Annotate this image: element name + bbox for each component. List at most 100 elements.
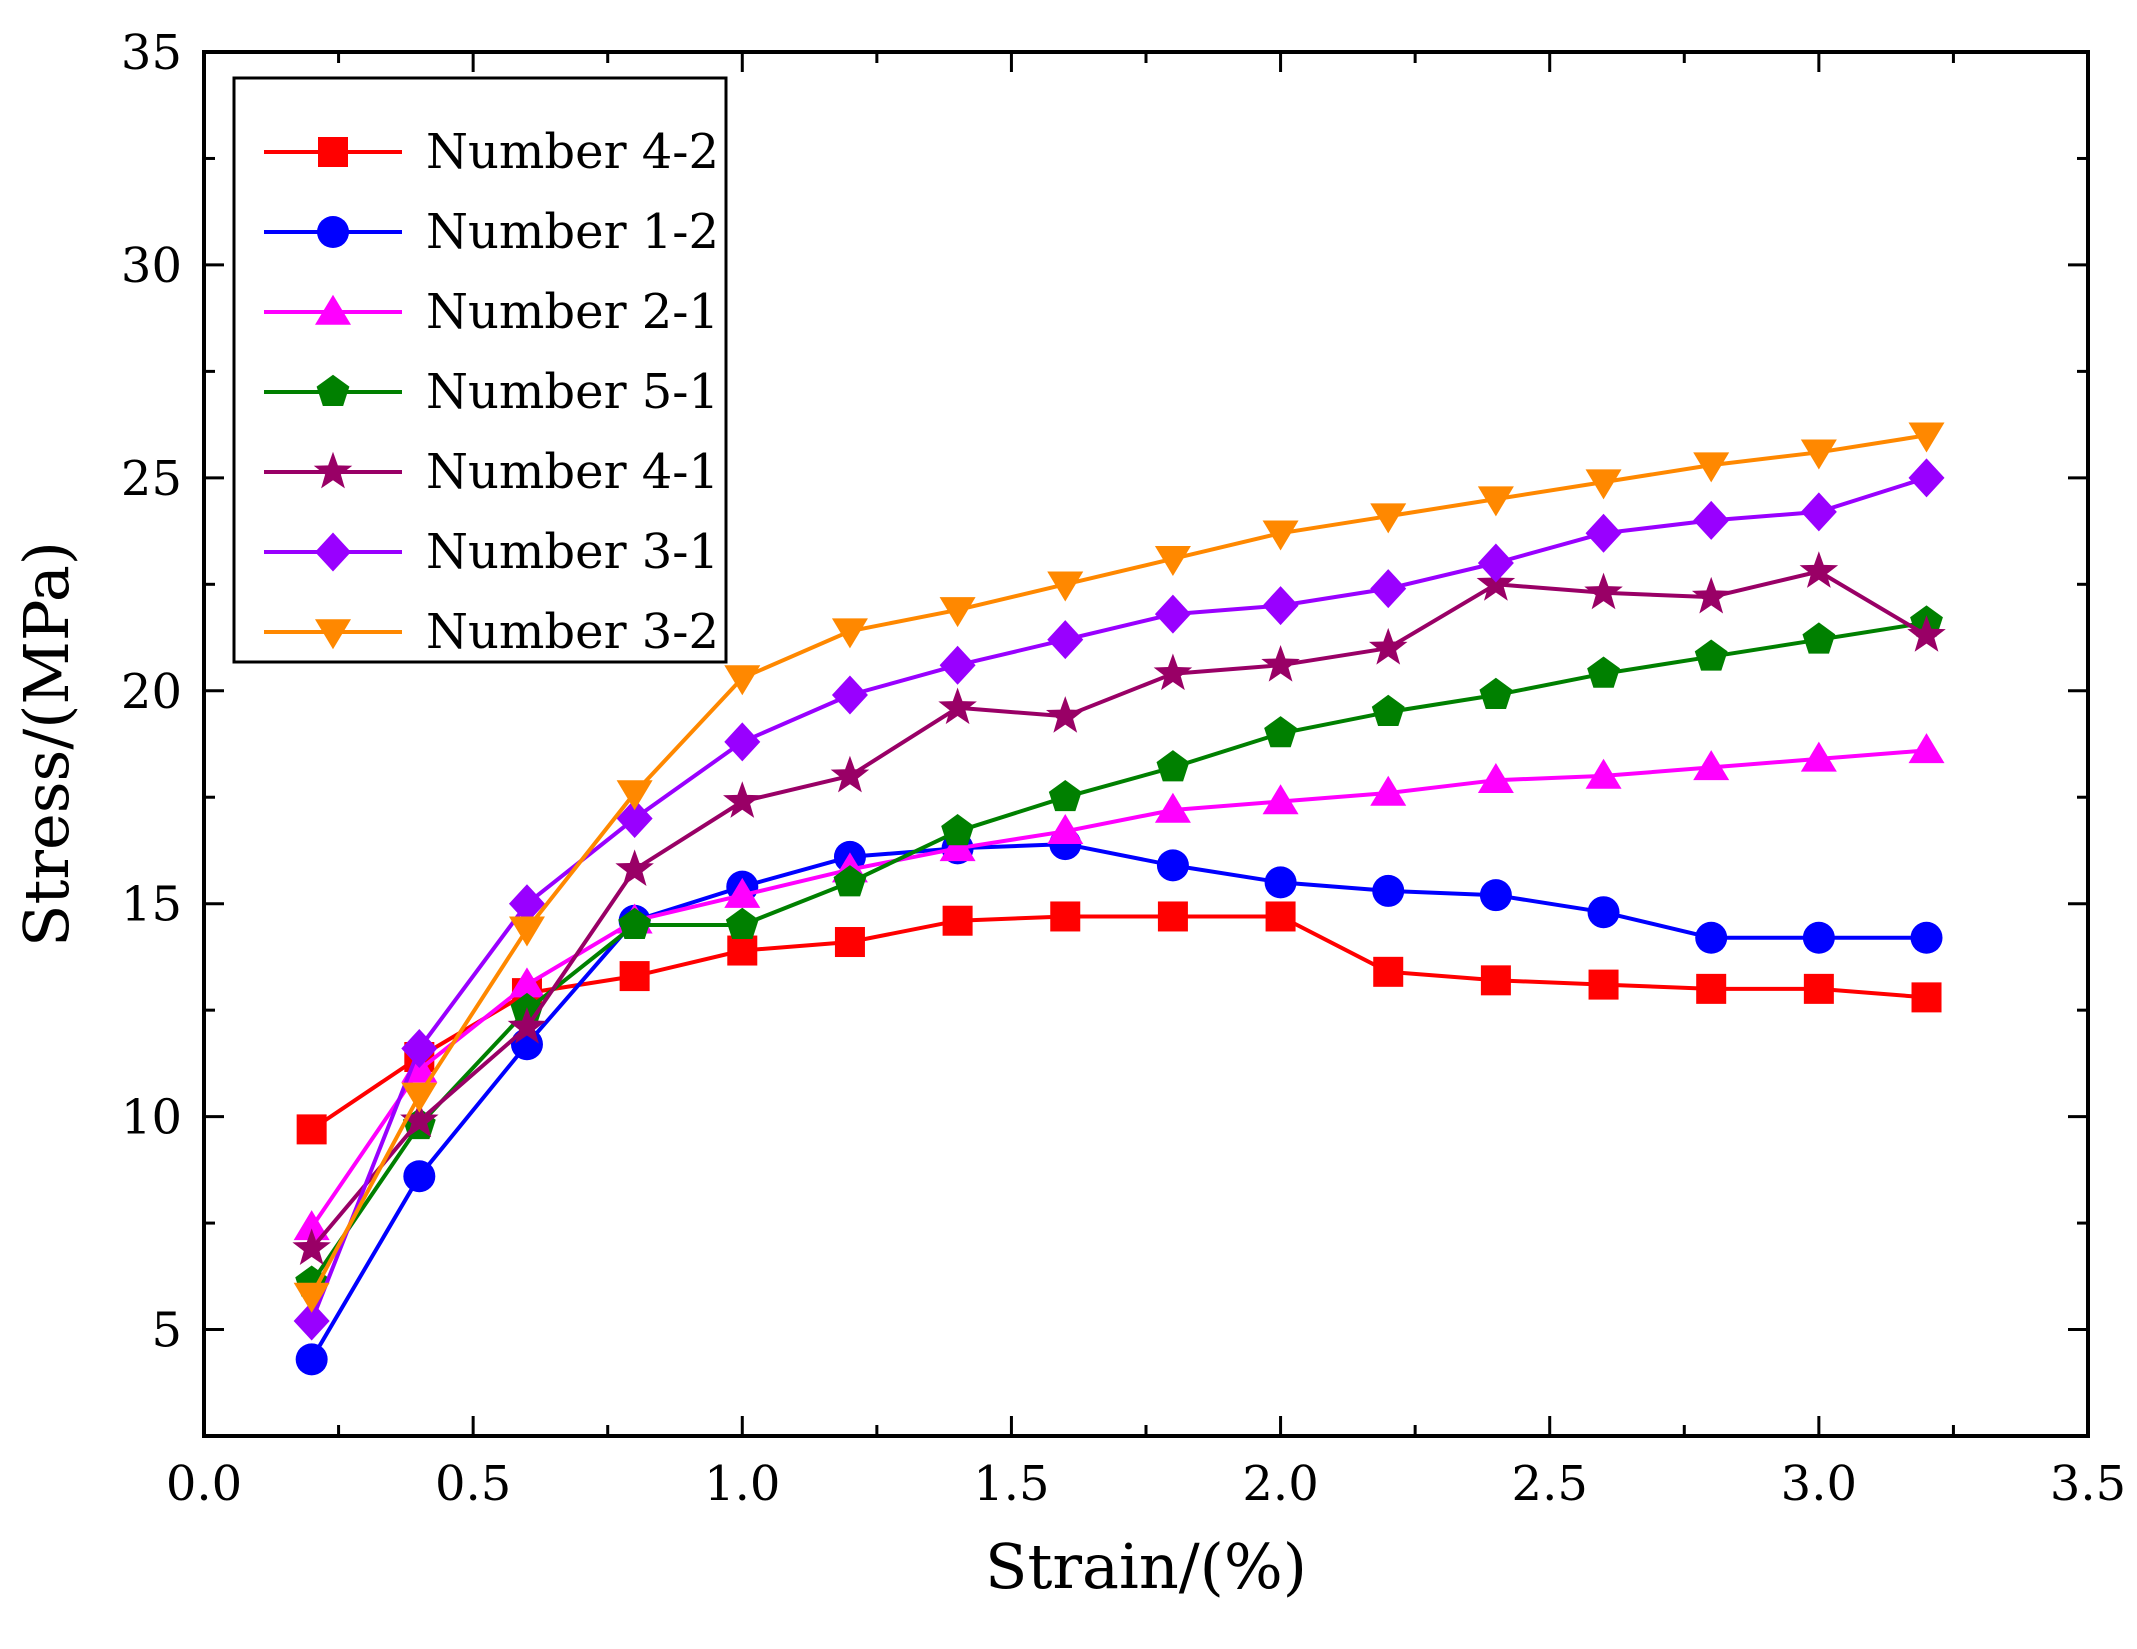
x-tick-label: 3.0 — [1781, 1456, 1857, 1512]
data-point-number-1-2 — [1156, 849, 1189, 882]
data-point-number-4-2 — [1588, 969, 1619, 1000]
data-point-number-3-2 — [1800, 439, 1837, 470]
legend-label: Number 5-1 — [426, 364, 719, 420]
data-point-number-5-1 — [1156, 750, 1190, 782]
data-point-number-4-2 — [1803, 973, 1834, 1004]
legend-label: Number 3-1 — [426, 524, 719, 580]
y-tick-label: 10 — [121, 1090, 182, 1146]
y-tick-label: 5 — [151, 1303, 182, 1359]
data-point-number-3-2 — [831, 618, 868, 649]
data-point-number-4-2 — [1157, 901, 1188, 932]
data-point-number-5-1 — [1694, 639, 1728, 671]
data-point-number-1-2 — [1695, 921, 1728, 954]
data-point-number-2-1 — [1693, 750, 1730, 781]
legend-box — [232, 76, 728, 664]
series-line-number-3-2 — [309, 433, 1927, 1297]
legend-item-number-4-2: Number 4-2 — [264, 124, 719, 180]
x-tick-label: 1.5 — [973, 1456, 1049, 1512]
legend-marker — [315, 532, 351, 572]
data-point-number-3-2 — [939, 597, 976, 628]
data-point-number-1-2 — [1264, 866, 1297, 899]
data-point-number-3-2 — [1154, 546, 1191, 577]
x-tick-label: 2.5 — [1512, 1456, 1588, 1512]
data-point-number-4-2 — [1050, 901, 1081, 932]
legend-item-number-4-1: Number 4-1 — [264, 444, 719, 500]
data-point-number-1-2 — [1910, 921, 1943, 954]
data-point-number-5-1 — [1587, 656, 1620, 688]
data-point-number-4-1 — [1261, 644, 1300, 682]
data-point-number-4-1 — [1907, 615, 1946, 652]
data-point-number-4-2 — [296, 1114, 327, 1145]
data-point-number-4-1 — [615, 849, 654, 887]
data-point-number-4-2 — [1373, 956, 1404, 987]
data-point-number-2-1 — [1585, 758, 1622, 789]
data-point-number-3-2 — [293, 1282, 330, 1313]
data-point-number-3-1 — [1154, 594, 1191, 634]
x-tick-label: 0.5 — [435, 1456, 511, 1512]
data-point-number-3-1 — [1262, 586, 1299, 626]
y-tick-label: 30 — [121, 238, 182, 294]
x-axis-title: Strain/(%) — [985, 1530, 1307, 1603]
data-point-number-3-2 — [1908, 422, 1945, 453]
data-point-number-4-2 — [619, 961, 650, 992]
data-point-number-4-1 — [723, 781, 762, 818]
data-point-number-3-1 — [616, 799, 653, 839]
data-point-number-3-1 — [724, 722, 761, 762]
legend: Number 4-2 Number 1-2 Number 2-1 Number 5-1… — [232, 76, 728, 664]
data-point-number-4-1 — [1368, 627, 1408, 665]
data-point-number-2-1 — [1370, 775, 1407, 806]
data-point-number-4-1 — [1045, 696, 1085, 733]
data-point-number-4-1 — [1153, 653, 1193, 691]
data-point-number-4-2 — [1480, 965, 1511, 996]
series-line-number-4-1 — [310, 569, 1928, 1250]
data-point-number-2-1 — [1477, 762, 1514, 793]
series-line-number-2-1 — [310, 748, 1927, 1229]
data-point-number-2-1 — [1154, 792, 1191, 823]
data-point-number-3-1 — [401, 1028, 438, 1068]
data-point-number-5-1 — [725, 907, 759, 939]
y-tick-label: 25 — [121, 451, 182, 507]
data-point-number-4-2 — [1696, 973, 1727, 1004]
data-point-number-4-2 — [834, 927, 865, 958]
data-point-number-4-2 — [1911, 982, 1942, 1013]
data-point-number-1-2 — [1479, 879, 1512, 912]
series-line-number-5-1 — [310, 620, 1927, 1284]
series-number-4-1 — [292, 551, 1946, 1266]
data-point-number-3-2 — [1477, 486, 1514, 517]
data-point-number-2-1 — [1800, 741, 1837, 772]
data-point-number-2-1 — [508, 967, 545, 998]
data-point-number-5-1 — [618, 907, 652, 939]
legend-item-number-1-2: Number 1-2 — [264, 204, 719, 260]
data-point-number-4-1 — [938, 687, 977, 725]
y-tick-label: 20 — [121, 664, 182, 720]
data-point-number-1-2 — [295, 1343, 328, 1376]
data-point-number-3-1 — [508, 884, 545, 924]
data-point-number-3-2 — [616, 780, 653, 811]
data-point-number-4-1 — [1584, 572, 1623, 610]
x-tick-label: 2.0 — [1242, 1456, 1318, 1512]
data-point-number-4-2 — [727, 935, 758, 966]
data-point-number-2-1 — [1047, 814, 1084, 845]
data-point-number-2-1 — [939, 831, 976, 862]
data-point-number-3-1 — [1047, 620, 1084, 660]
y-axis-title: Stress/(MPa) — [10, 541, 83, 947]
data-point-number-2-1 — [293, 1210, 330, 1241]
legend-label: Number 1-2 — [426, 204, 719, 260]
data-point-number-1-2 — [1372, 874, 1405, 907]
y-tick-label: 15 — [121, 877, 182, 933]
data-point-number-4-1 — [292, 1228, 331, 1266]
legend-marker — [317, 216, 349, 248]
legend-item-number-3-2: Number 3-2 — [264, 604, 719, 660]
data-point-number-3-1 — [1800, 492, 1837, 532]
data-point-number-4-2 — [1265, 901, 1296, 932]
data-point-number-3-2 — [1262, 520, 1299, 551]
data-point-number-1-2 — [1587, 896, 1620, 929]
data-point-number-3-2 — [724, 665, 761, 696]
x-tick-label: 0.0 — [166, 1456, 242, 1512]
x-tick-label: 1.0 — [704, 1456, 780, 1512]
data-point-number-2-1 — [724, 877, 761, 908]
data-point-number-3-2 — [1585, 469, 1622, 500]
data-point-number-5-1 — [1802, 622, 1836, 654]
data-point-number-3-2 — [1370, 503, 1407, 534]
legend-label: Number 2-1 — [426, 284, 719, 340]
